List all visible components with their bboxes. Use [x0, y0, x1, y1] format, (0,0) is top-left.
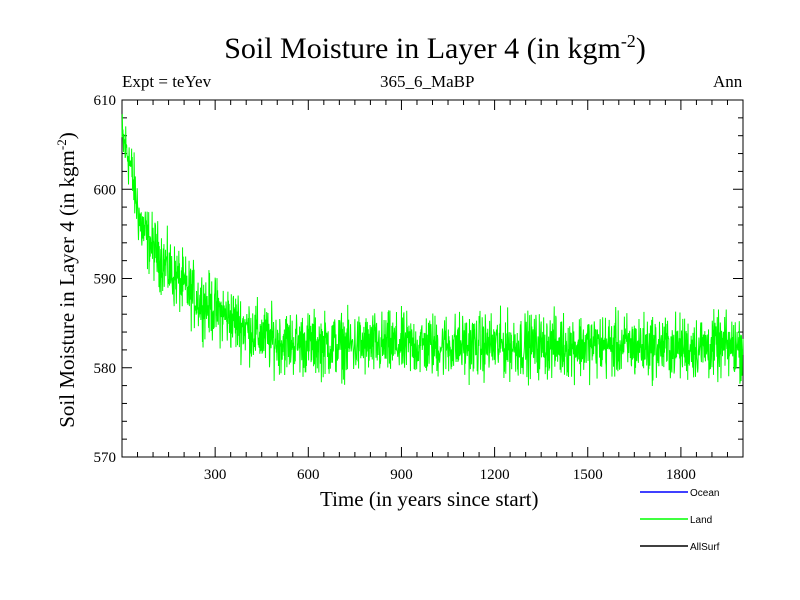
y-tick-label: 600 [94, 182, 117, 198]
legend-label-allsurf: AllSurf [690, 542, 720, 553]
y-tick-label: 590 [94, 272, 117, 288]
legend-label-ocean: Ocean [690, 488, 719, 499]
x-tick-label: 1800 [666, 467, 696, 483]
experiment-label: Expt = teYev [122, 72, 212, 91]
y-axis-label: Soil Moisture in Layer 4 (in kgm-2) [54, 132, 79, 428]
x-tick-label: 1200 [480, 467, 510, 483]
series-line-land [121, 114, 744, 387]
y-tick-label: 580 [94, 361, 117, 377]
chart-title: Soil Moisture in Layer 4 (in kgm-2) [224, 31, 646, 65]
x-axis-label: Time (in years since start) [320, 487, 539, 511]
chart-subtitle: 365_6_MaBP [380, 72, 475, 91]
legend: Ocean Land AllSurf [640, 488, 720, 553]
legend-label-land: Land [690, 515, 712, 526]
x-tick-label: 300 [204, 467, 227, 483]
x-tick-label: 900 [390, 467, 413, 483]
y-tick-label: 570 [94, 450, 117, 466]
x-tick-label: 1500 [573, 467, 603, 483]
series-layer [121, 114, 744, 387]
y-tick-label: 610 [94, 93, 117, 109]
x-tick-label: 600 [297, 467, 320, 483]
period-label: Ann [713, 72, 743, 91]
